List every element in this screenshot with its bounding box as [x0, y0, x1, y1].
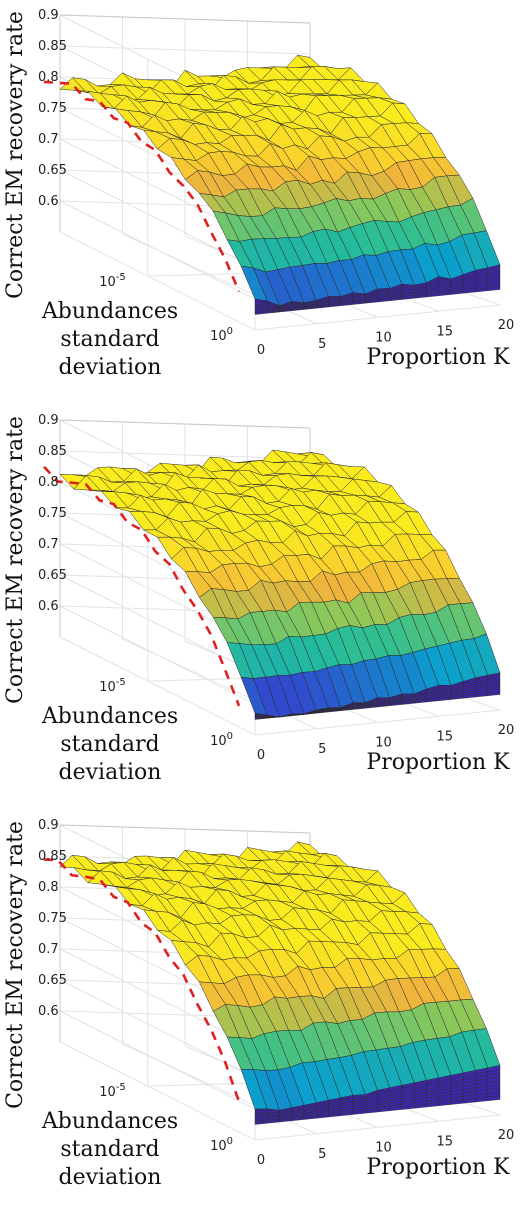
surface-front-patch [487, 1095, 501, 1101]
axis-line [59, 14, 311, 24]
chart-svg: 0.6 0.65 0.7 0.75 0.8 0.85 0.9 0 5 10 15 20 10-5 100 C… [3, 413, 515, 785]
x-tick-label: 10 [375, 1141, 392, 1156]
z-tick-label: 0.8 [38, 880, 59, 895]
y-axis-label: standard [60, 1137, 159, 1162]
z-tick-label: 0.7 [38, 132, 59, 147]
surface-plot-1: 0.6 0.65 0.7 0.75 0.8 0.85 0.9 0 5 10 15 20 10-5 100 C… [0, 0, 526, 405]
reference-dashed-line [43, 80, 241, 293]
surface [59, 449, 501, 718]
z-tick-label: 0.65 [38, 973, 67, 988]
surface-front-patch [438, 287, 452, 290]
y-axis-label: Abundances [41, 704, 178, 729]
surface-front [254, 672, 501, 720]
y-tick-label: 100 [210, 1136, 233, 1154]
z-tick-label: 0.65 [38, 568, 67, 583]
axis-line [59, 824, 311, 834]
z-tick-label: 0.65 [38, 163, 67, 178]
z-tick-label: 0.75 [38, 101, 67, 116]
x-tick-label: 0 [257, 748, 265, 763]
surface-front [254, 1065, 501, 1125]
x-tick-label: 15 [436, 729, 453, 744]
chart-svg: 0.6 0.65 0.7 0.75 0.8 0.85 0.9 0 5 10 15 20 10-5 100 C… [3, 818, 515, 1190]
z-tick-label: 0.75 [38, 506, 67, 521]
z-tick-label: 0.9 [38, 8, 59, 23]
x-tick-label: 20 [498, 723, 515, 738]
surface-plot-3: 0.6 0.65 0.7 0.75 0.8 0.85 0.9 0 5 10 15 20 10-5 100 C… [0, 810, 526, 1215]
x-tick-label: 10 [375, 331, 392, 346]
x-axis-label: Proportion K [366, 1155, 510, 1180]
axis-line [59, 419, 311, 429]
y-tick-label: 10-5 [99, 1082, 126, 1100]
grid-line [59, 1041, 256, 1141]
x-tick-label: 20 [498, 318, 515, 333]
z-axis-label: Correct EM recovery rate [3, 416, 28, 704]
surface [59, 54, 501, 307]
surface-front-patch [487, 691, 501, 696]
surface-front [254, 264, 501, 315]
y-axis-label: deviation [59, 760, 162, 785]
reference-dashed-line [43, 858, 241, 1102]
surface-front-patch [487, 286, 501, 291]
y-axis-label: standard [60, 732, 159, 757]
surface [59, 841, 501, 1111]
y-axis-label: standard [60, 327, 159, 352]
x-tick-label: 0 [257, 1153, 265, 1168]
grid-line [254, 1114, 501, 1141]
x-axis-label: Proportion K [366, 345, 510, 370]
z-axis-label: Correct EM recovery rate [3, 11, 28, 299]
y-axis-label: deviation [59, 355, 162, 380]
z-tick-label: 0.85 [38, 849, 67, 864]
x-tick-label: 0 [257, 343, 265, 358]
x-tick-label: 5 [318, 1147, 326, 1162]
x-tick-label: 20 [498, 1128, 515, 1143]
surface-plot-2: 0.6 0.65 0.7 0.75 0.8 0.85 0.9 0 5 10 15 20 10-5 100 C… [0, 405, 526, 810]
z-tick-label: 0.6 [38, 1004, 59, 1019]
x-tick-label: 10 [375, 736, 392, 751]
z-tick-label: 0.7 [38, 537, 59, 552]
z-tick-label: 0.6 [38, 599, 59, 614]
z-tick-label: 0.9 [38, 413, 59, 428]
y-axis-label: deviation [59, 1165, 162, 1190]
grid-line [59, 948, 256, 1048]
grid-line [59, 636, 256, 736]
surface-front-patch [267, 311, 280, 314]
y-axis-label: Abundances [41, 1109, 178, 1134]
x-tick-label: 5 [318, 742, 326, 757]
y-axis-label: Abundances [41, 299, 178, 324]
z-tick-label: 0.75 [38, 911, 67, 926]
z-tick-label: 0.9 [38, 818, 59, 833]
grid-line [254, 304, 501, 331]
z-tick-label: 0.85 [38, 444, 67, 459]
z-tick-label: 0.6 [38, 194, 59, 209]
surface-front-patch [267, 716, 280, 719]
grid-line [254, 709, 501, 736]
x-tick-label: 15 [436, 1134, 453, 1149]
x-tick-label: 5 [318, 337, 326, 352]
x-tick-label: 15 [436, 324, 453, 339]
x-axis-label: Proportion K [366, 750, 510, 775]
z-tick-label: 0.8 [38, 70, 59, 85]
z-tick-label: 0.7 [38, 942, 59, 957]
z-axis-label: Correct EM recovery rate [3, 821, 28, 1109]
grid-line [59, 231, 256, 331]
z-tick-label: 0.8 [38, 475, 59, 490]
y-tick-label: 100 [210, 326, 233, 344]
y-tick-label: 10-5 [99, 677, 126, 695]
z-tick-label: 0.85 [38, 39, 67, 54]
y-tick-label: 100 [210, 731, 233, 749]
y-tick-label: 10-5 [99, 272, 126, 290]
reference-dashed-line [43, 465, 241, 707]
chart-svg: 0.6 0.65 0.7 0.75 0.8 0.85 0.9 0 5 10 15 20 10-5 100 C… [3, 8, 515, 380]
